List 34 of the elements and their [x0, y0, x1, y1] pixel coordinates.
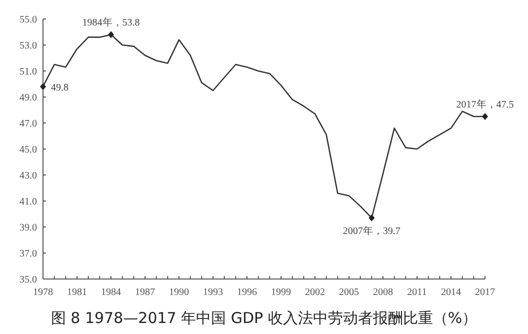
- x-tick-label: 2014: [441, 287, 461, 298]
- annotation: 2007年，39.7: [342, 224, 400, 237]
- y-tick-label: 49.0: [20, 92, 37, 104]
- annotation: 1984年，53.8: [82, 16, 140, 29]
- y-tick-label: 53.0: [20, 40, 37, 52]
- y-tick-label: 47.0: [20, 118, 37, 130]
- point: [40, 83, 46, 90]
- x-tick-label: 2008: [373, 287, 393, 298]
- x-tick-label: 2011: [407, 287, 427, 298]
- x-tick-label: 1978: [33, 287, 53, 298]
- y-tick-label: 43.0: [20, 170, 37, 182]
- y-tick-label: 41.0: [20, 196, 37, 208]
- x-tick-label: 1993: [203, 287, 223, 298]
- x-tick-label: 2017: [475, 287, 495, 298]
- annotation: 2017年，47.5: [456, 98, 514, 110]
- point: [108, 31, 114, 38]
- annotation: 49.8: [51, 82, 68, 94]
- x-tick-label: 1990: [169, 287, 189, 298]
- x-tick-label: 1981: [67, 287, 87, 298]
- point: [482, 113, 488, 120]
- text: 图 8 1978—2017 年中国 GDP 收入法中劳动者报酬比重（%）: [50, 309, 478, 327]
- x-tick-label: 1999: [271, 287, 291, 298]
- point: [368, 214, 375, 222]
- y-tick-label: 39.0: [20, 222, 37, 234]
- y-tick-label: 51.0: [20, 66, 37, 78]
- y-tick-label: 55.0: [20, 14, 37, 26]
- x-tick-label: 2002: [305, 287, 325, 298]
- y-tick-label: 35.0: [20, 274, 37, 286]
- y-tick-label: 37.0: [20, 248, 37, 260]
- x-tick-label: 1987: [135, 287, 155, 298]
- x-tick-label: 2005: [339, 287, 359, 298]
- y-tick-label: 45.0: [20, 144, 37, 156]
- x-tick-label: 1984: [101, 287, 121, 298]
- x-tick-label: 1996: [237, 287, 257, 298]
